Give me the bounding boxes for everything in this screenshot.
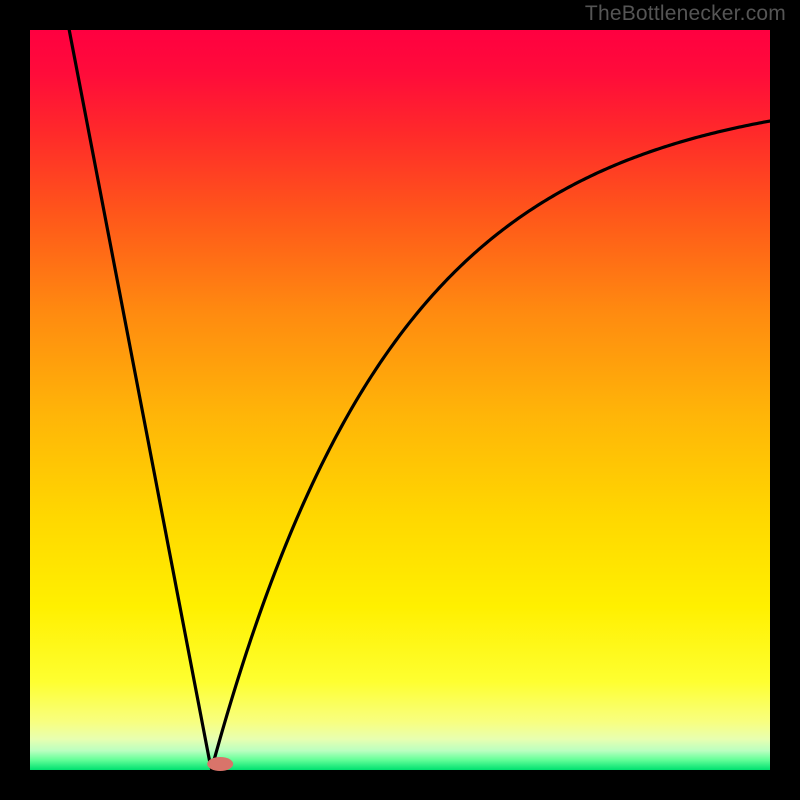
bottleneck-chart (0, 0, 800, 800)
watermark-text: TheBottlenecker.com (585, 2, 786, 26)
optimal-marker (207, 757, 233, 771)
